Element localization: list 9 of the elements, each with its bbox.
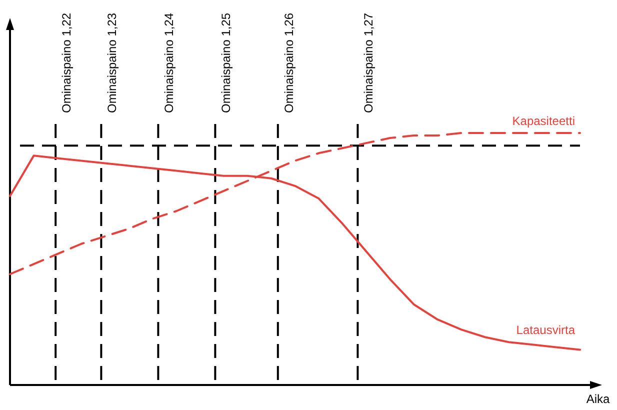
text: Ominaispaino 1,26	[282, 12, 296, 113]
text: Ominaispaino 1,22	[60, 12, 74, 113]
series-label: Kapasiteetti	[512, 114, 575, 128]
text: Ominaispaino 1,25	[219, 12, 234, 113]
text: Ominaispaino 1,24	[162, 12, 176, 113]
x-axis-title: Aika	[586, 392, 610, 406]
text: Ominaispaino 1,27	[362, 12, 376, 113]
text: Ominaispaino 1,23	[105, 12, 120, 113]
series-label: Latausvirta	[516, 323, 576, 338]
